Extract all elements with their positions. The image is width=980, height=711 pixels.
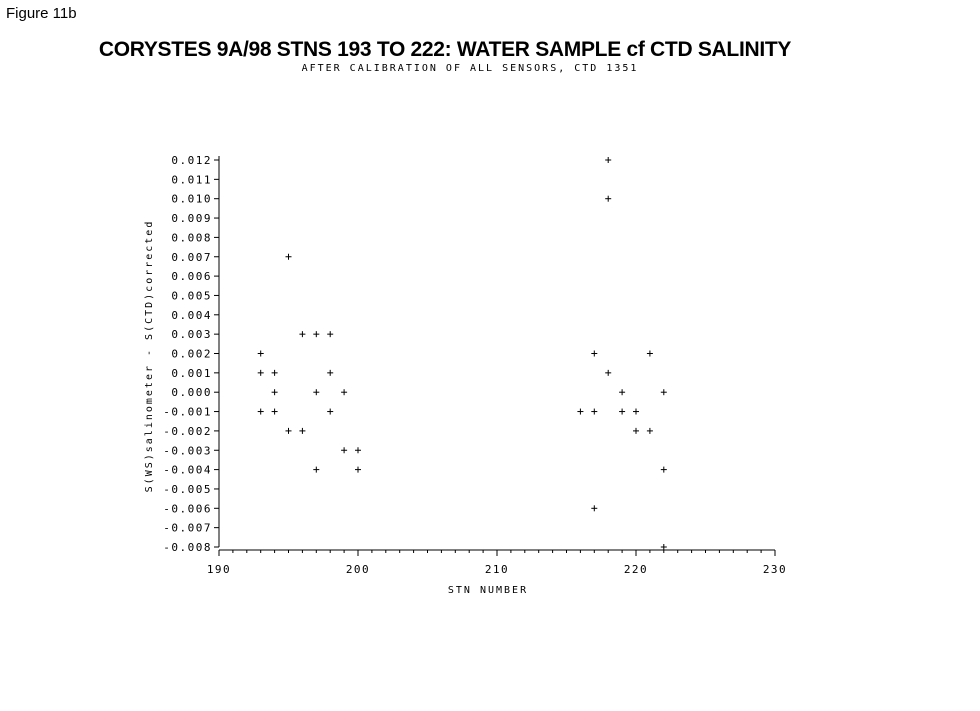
data-point (327, 369, 334, 376)
data-point (355, 466, 361, 473)
y-tick-label: -0.002 (163, 425, 212, 438)
y-tick-label: -0.006 (163, 502, 212, 515)
data-point (341, 447, 348, 454)
data-point (646, 427, 653, 434)
y-tick-label: -0.008 (163, 541, 212, 554)
data-point (285, 427, 292, 434)
data-point (605, 157, 612, 163)
y-tick-label: -0.003 (163, 444, 212, 457)
y-tick-label: 0.002 (171, 348, 212, 361)
y-tick-label: 0.000 (171, 386, 212, 399)
x-tick-label: 200 (346, 563, 370, 576)
data-point (313, 466, 320, 473)
data-point (591, 408, 598, 415)
data-point (299, 427, 306, 434)
data-point (327, 408, 334, 415)
data-point (660, 544, 667, 550)
data-point (257, 350, 264, 357)
y-tick-label: 0.007 (171, 251, 212, 264)
y-tick-label: -0.007 (163, 522, 212, 535)
x-axis-ticks: 190 200 210 220 230 (207, 550, 787, 576)
data-point (271, 389, 278, 396)
data-point (327, 331, 334, 338)
data-point (633, 408, 639, 415)
chart-subtitle: AFTER CALIBRATION OF ALL SENSORS, CTD 13… (301, 63, 639, 74)
y-tick-label: -0.005 (163, 483, 212, 496)
data-point (299, 331, 306, 338)
y-tick-label: 0.003 (171, 328, 212, 341)
data-point (285, 253, 292, 260)
y-tick-label: 0.012 (171, 154, 212, 167)
data-point (646, 350, 653, 357)
data-point (257, 369, 264, 376)
data-point (313, 331, 320, 338)
data-point (341, 389, 348, 396)
data-point (271, 369, 278, 376)
y-tick-label: 0.009 (171, 212, 212, 225)
data-point (591, 505, 598, 512)
x-tick-label: 220 (624, 563, 648, 576)
x-axis-label: STN NUMBER (448, 585, 528, 596)
data-point (257, 408, 264, 415)
data-points (257, 157, 667, 550)
data-point (313, 389, 320, 396)
data-point (591, 350, 598, 357)
figure-label: Figure 11b (6, 5, 77, 22)
y-tick-label: 0.010 (171, 193, 212, 206)
axes (218, 156, 775, 551)
x-tick-label: 230 (763, 563, 787, 576)
data-point (660, 466, 667, 473)
data-point (605, 369, 612, 376)
chart-title: CORYSTES 9A/98 STNS 193 TO 222: WATER SA… (98, 38, 792, 61)
x-tick-label: 210 (485, 563, 509, 576)
data-point (355, 447, 361, 454)
data-point (619, 408, 626, 415)
data-point (633, 427, 639, 434)
y-tick-label: 0.005 (171, 289, 212, 302)
y-axis-ticks: 0.012 0.011 0.010 0.009 0.008 0.007 0.006 0.005… (163, 154, 219, 554)
y-tick-label: 0.001 (171, 367, 212, 380)
y-tick-label: -0.001 (163, 406, 212, 419)
x-tick-label: 190 (207, 563, 231, 576)
data-point (605, 195, 612, 202)
y-tick-label: 0.008 (171, 231, 212, 244)
y-axis-label: S(WS)salinometer - S(CTD)corrected (144, 220, 155, 493)
data-point (660, 389, 667, 396)
data-point (619, 389, 626, 396)
y-tick-label: 0.011 (171, 173, 212, 186)
y-tick-label: 0.006 (171, 270, 212, 283)
y-tick-label: 0.004 (171, 309, 212, 322)
y-tick-label: -0.004 (163, 464, 212, 477)
data-point (577, 408, 584, 415)
data-point (271, 408, 278, 415)
